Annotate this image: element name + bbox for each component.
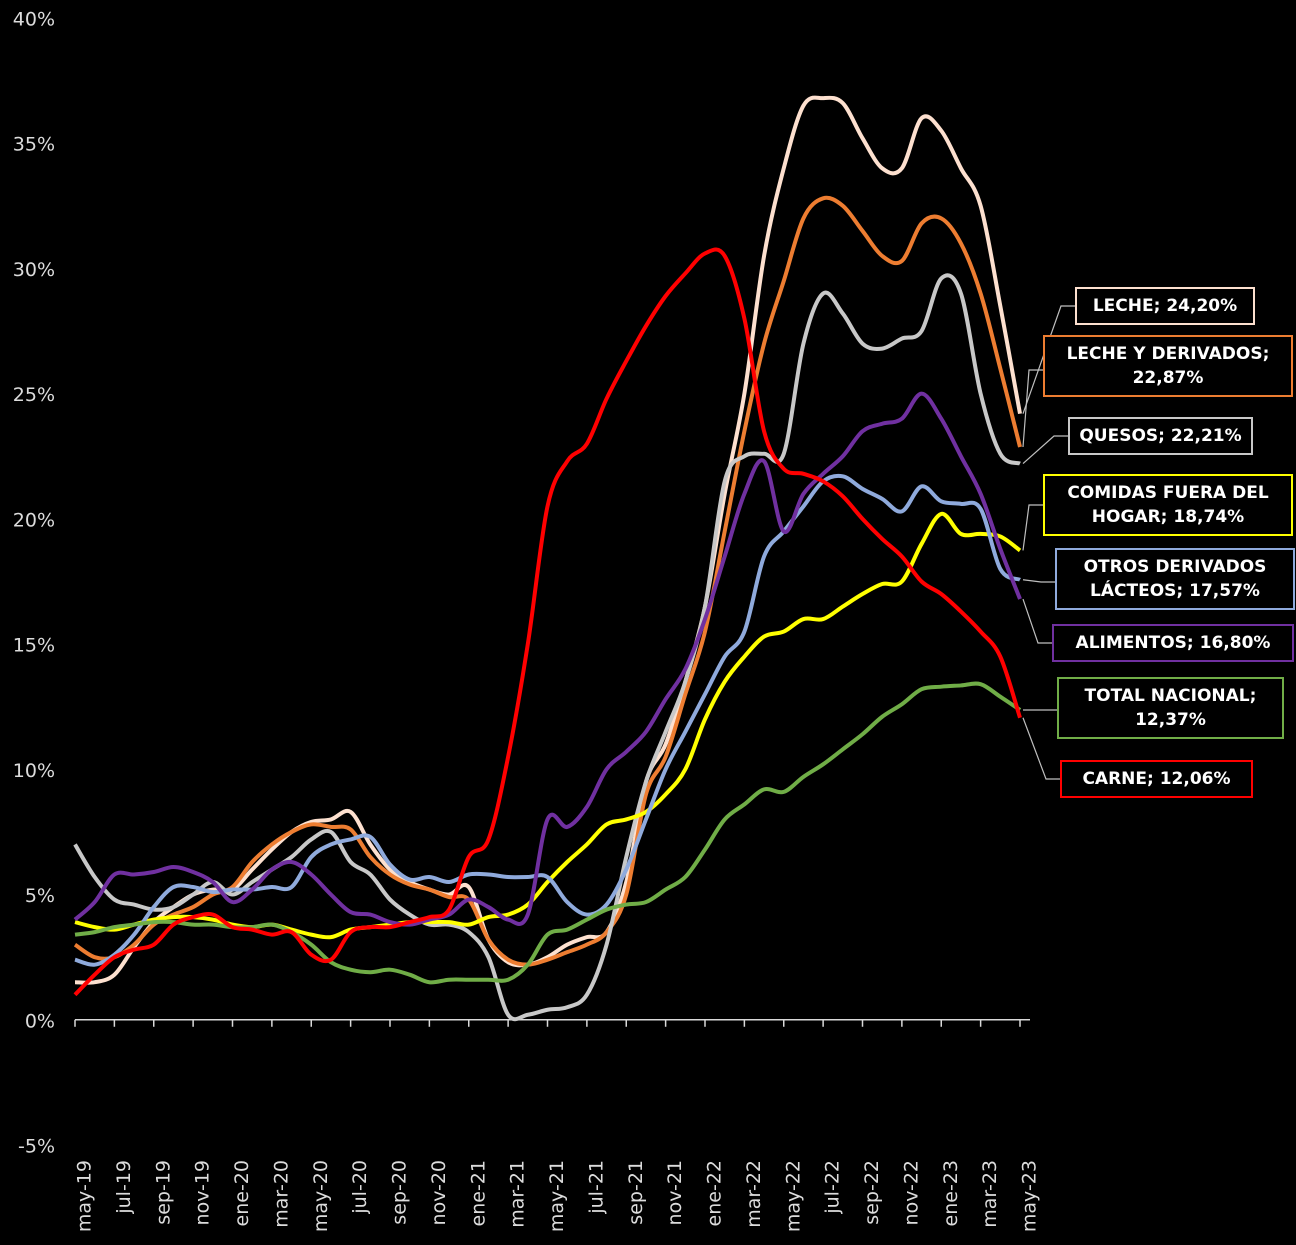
y-tick-label: -5%: [18, 1136, 55, 1158]
series-label: COMIDAS FUERA DEL HOGAR; 18,74%: [1043, 474, 1293, 536]
series-label: CARNE; 12,06%: [1060, 760, 1253, 798]
series-line: [74, 95, 1022, 985]
x-tick-label: jul-22: [822, 1160, 844, 1215]
y-tick-label: 5%: [25, 885, 55, 907]
series-line: [74, 681, 1022, 985]
y-tick-label: 40%: [13, 9, 55, 31]
x-tick-label: mar-22: [743, 1160, 765, 1228]
x-tick-label: ene-21: [467, 1160, 489, 1226]
x-tick-label: mar-23: [979, 1160, 1001, 1228]
label-connector: [1022, 717, 1060, 780]
y-tick-label: 10%: [13, 760, 55, 782]
x-tick-label: sep-20: [389, 1160, 411, 1225]
series-line: [73, 391, 1022, 927]
x-tick-label: nov-20: [428, 1160, 450, 1225]
label-connector: [1022, 305, 1075, 414]
label-connector: [1022, 435, 1068, 464]
y-tick-label: 15%: [13, 635, 55, 657]
x-tick-label: sep-21: [625, 1160, 647, 1225]
x-tick-label: mar-21: [507, 1160, 529, 1228]
x-tick-label: nov-21: [664, 1160, 686, 1225]
x-tick-label: may-20: [310, 1160, 332, 1232]
x-tick-label: may-22: [782, 1160, 804, 1232]
series-line: [74, 473, 1021, 967]
x-tick-label: jul-21: [585, 1160, 607, 1215]
series-label: QUESOS; 22,21%: [1068, 417, 1253, 455]
series-line: [73, 195, 1022, 967]
series-label: OTROS DERIVADOS LÁCTEOS; 17,57%: [1055, 548, 1295, 610]
y-tick-label: 35%: [13, 134, 55, 156]
x-tick-label: nov-22: [900, 1160, 922, 1225]
x-tick-label: ene-22: [704, 1160, 726, 1226]
series-label: ALIMENTOS; 16,80%: [1052, 624, 1294, 662]
series-line: [73, 247, 1022, 997]
y-tick-label: 30%: [13, 259, 55, 281]
x-tick-label: may-21: [546, 1160, 568, 1232]
series-line: [73, 273, 1021, 1022]
label-connector: [1022, 579, 1055, 583]
x-tick-label: jul-20: [349, 1160, 371, 1215]
label-connector: [1022, 369, 1043, 448]
series-label: LECHE; 24,20%: [1075, 287, 1255, 325]
y-tick-label: 25%: [13, 384, 55, 406]
x-tick-label: jul-19: [113, 1160, 135, 1215]
x-tick-label: sep-19: [152, 1160, 174, 1225]
x-tick-label: sep-22: [861, 1160, 883, 1225]
x-tick-label: ene-20: [231, 1160, 253, 1226]
x-tick-label: may-23: [1019, 1160, 1041, 1232]
x-tick-label: nov-19: [192, 1160, 214, 1225]
x-tick-label: ene-23: [940, 1160, 962, 1226]
x-tick-label: mar-20: [270, 1160, 292, 1228]
series-label: LECHE Y DERIVADOS; 22,87%: [1043, 335, 1293, 397]
series-label: TOTAL NACIONAL; 12,37%: [1057, 677, 1284, 739]
x-tick-label: may-19: [74, 1160, 96, 1232]
y-tick-label: 20%: [13, 509, 55, 531]
label-connector: [1022, 598, 1052, 644]
y-tick-label: 0%: [25, 1010, 55, 1032]
series-line: [74, 511, 1022, 940]
label-connector: [1022, 504, 1043, 551]
